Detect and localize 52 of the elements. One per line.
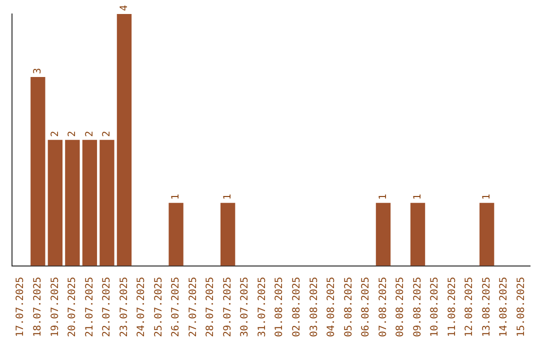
data-label: 2 — [67, 130, 78, 137]
data-label: 1 — [222, 194, 234, 200]
x-tick-label: 31.07.2025 — [256, 276, 268, 338]
x-tick-label: 13.08.2025 — [481, 276, 492, 338]
bar — [220, 202, 236, 266]
x-tick-label: 30.07.2025 — [240, 276, 251, 338]
x-tick-label: 14.08.2025 — [498, 276, 510, 338]
x-tick-label: 11.08.2025 — [446, 276, 458, 338]
bar — [65, 140, 80, 266]
x-tick-label: 24.07.2025 — [136, 276, 148, 338]
x-tick-label: 25.07.2025 — [153, 276, 164, 338]
x-tick-label: 27.07.2025 — [188, 276, 199, 338]
data-label: 4 — [118, 4, 130, 11]
x-tick-label: 12.08.2025 — [464, 276, 476, 338]
x-tick-label: 01.08.2025 — [274, 276, 286, 338]
x-tick-label: 23.07.2025 — [118, 276, 130, 338]
bar — [410, 202, 426, 266]
x-tick-label: 15.08.2025 — [516, 276, 527, 338]
bar — [168, 202, 184, 266]
data-label: 3 — [32, 68, 44, 74]
x-tick-label: 05.08.2025 — [343, 276, 354, 338]
bar — [30, 76, 46, 266]
x-tick-label: 03.08.2025 — [308, 276, 320, 338]
x-tick-label: 29.07.2025 — [222, 276, 234, 338]
data-label: 2 — [84, 130, 96, 137]
bar — [479, 202, 494, 266]
x-tick-label: 21.07.2025 — [84, 276, 96, 338]
x-tick-label: 08.08.2025 — [395, 276, 406, 338]
x-tick-label: 07.08.2025 — [378, 276, 389, 338]
x-tick-label: 10.08.2025 — [430, 276, 441, 338]
data-label: 1 — [481, 194, 492, 200]
x-tick-label: 04.08.2025 — [326, 276, 338, 338]
bar — [376, 202, 391, 266]
x-tick-label: 06.08.2025 — [360, 276, 372, 338]
x-tick-label: 26.07.2025 — [170, 276, 182, 338]
bar — [82, 140, 98, 266]
data-label: 2 — [102, 130, 113, 137]
x-tick-label: 18.07.2025 — [32, 276, 44, 338]
bar — [48, 140, 63, 266]
data-label: 1 — [378, 194, 389, 200]
x-tick-label: 09.08.2025 — [412, 276, 424, 338]
x-tick-label: 22.07.2025 — [102, 276, 113, 338]
bar — [116, 14, 132, 266]
x-tick-label: 02.08.2025 — [291, 276, 302, 338]
data-label: 1 — [170, 194, 182, 200]
data-label: 1 — [412, 194, 424, 200]
data-label: 2 — [50, 130, 61, 137]
x-tick-label: 28.07.2025 — [205, 276, 216, 338]
bar — [100, 140, 114, 266]
x-tick-label: 17.07.2025 — [15, 276, 26, 338]
x-tick-label: 19.07.2025 — [50, 276, 61, 338]
x-tick-label: 20.07.2025 — [67, 276, 78, 338]
